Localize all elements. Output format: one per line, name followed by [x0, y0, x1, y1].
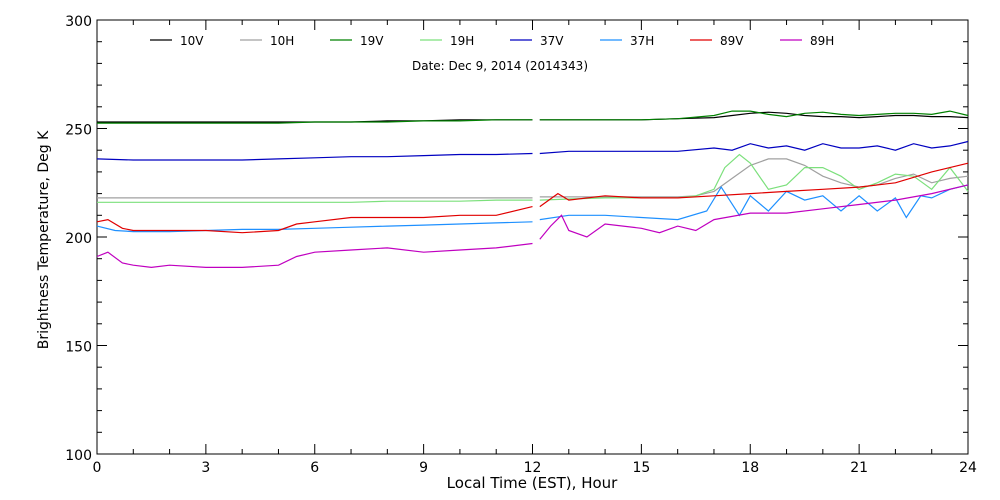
x-tick-label: 21 — [850, 460, 868, 476]
series-line-37v — [96, 152, 533, 161]
axis-ticks: 0 3 6 9 12 15 18 21 24 100 150 200 250 300 — [65, 14, 977, 476]
x-tick-label: 0 — [93, 460, 102, 476]
series-line-89v — [539, 162, 969, 208]
legend-label-89v: 89V — [720, 34, 744, 48]
legend-label-10h: 10H — [270, 34, 294, 48]
x-tick-label: 12 — [524, 460, 542, 476]
legend-label-37v: 37V — [540, 34, 564, 48]
y-tick-label: 250 — [65, 123, 92, 139]
legend-label-10v: 10V — [180, 34, 204, 48]
x-tick-label: 6 — [310, 460, 319, 476]
series-line-89v — [96, 206, 533, 234]
series-line-89h — [539, 184, 969, 240]
series-line-37v — [539, 140, 969, 155]
legend-label-19v: 19V — [360, 34, 384, 48]
y-tick-label: 300 — [65, 14, 92, 30]
series-line-37h — [96, 221, 533, 233]
legend: 10V 10H 19V 19H 37V 37H 89V 89H — [150, 34, 834, 48]
x-tick-label: 9 — [419, 460, 428, 476]
legend-label-19h: 19H — [450, 34, 474, 48]
chart-date-title: Date: Dec 9, 2014 (2014343) — [412, 59, 588, 73]
x-tick-label: 3 — [201, 460, 210, 476]
series-line-19v — [97, 119, 533, 124]
y-tick-label: 200 — [65, 231, 92, 247]
y-tick-label: 100 — [65, 448, 92, 464]
legend-label-37h: 37H — [630, 34, 654, 48]
plot-frame — [96, 19, 969, 455]
series-line-19v — [539, 110, 969, 121]
legend-label-89h: 89H — [810, 34, 834, 48]
x-tick-label: 24 — [959, 460, 977, 476]
y-tick-label: 150 — [65, 340, 92, 356]
series-lines — [96, 110, 969, 269]
y-axis-label: Brightness Temperature, Deg K — [36, 130, 52, 349]
series-line-10h — [539, 158, 969, 198]
series-line-37h — [539, 184, 969, 221]
series-line-89h — [96, 242, 533, 269]
x-tick-label: 15 — [632, 460, 650, 476]
x-axis-label: Local Time (EST), Hour — [447, 474, 618, 492]
x-tick-label: 18 — [741, 460, 759, 476]
series-line-19h — [97, 199, 533, 203]
